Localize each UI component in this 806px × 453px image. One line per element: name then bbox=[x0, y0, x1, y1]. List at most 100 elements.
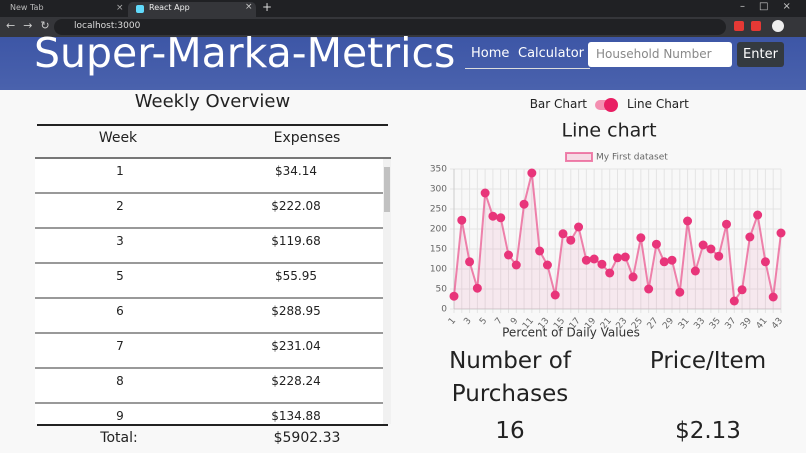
y-tick-label: 50 bbox=[436, 285, 448, 295]
table-row: 1 $34.14 bbox=[35, 159, 383, 194]
point bbox=[722, 219, 731, 229]
scroll-thumb[interactable] bbox=[384, 167, 390, 212]
toggle-knob[interactable] bbox=[604, 98, 618, 112]
point bbox=[745, 232, 755, 242]
x-tick-label: 39 bbox=[739, 316, 754, 331]
y-tick-label: 150 bbox=[430, 245, 447, 255]
tab-bar: New Tab × React App × + –□× bbox=[0, 0, 806, 17]
week-cell: 8 bbox=[116, 374, 124, 388]
stat-value: $2.13 bbox=[675, 418, 741, 444]
point bbox=[698, 240, 708, 250]
x-tick-label: 3 bbox=[462, 316, 473, 327]
tab-close[interactable]: × bbox=[245, 2, 253, 12]
point bbox=[760, 257, 770, 267]
chart-title: Line chart bbox=[561, 120, 656, 142]
point bbox=[480, 188, 490, 198]
point bbox=[706, 244, 716, 254]
point bbox=[776, 228, 786, 238]
x-tick-label: 41 bbox=[755, 316, 770, 331]
scrollbar[interactable] bbox=[383, 159, 391, 424]
table-row: 8 $228.24 bbox=[35, 369, 383, 404]
week-cell: 6 bbox=[116, 304, 124, 318]
nav-link[interactable]: Home bbox=[465, 46, 516, 69]
point bbox=[620, 252, 630, 262]
point bbox=[651, 239, 661, 249]
point bbox=[589, 254, 599, 264]
extension[interactable] bbox=[751, 21, 761, 31]
tab[interactable]: New Tab bbox=[10, 3, 44, 12]
area bbox=[454, 173, 781, 309]
column-header: Expenses bbox=[273, 130, 341, 146]
window-controls[interactable]: –□× bbox=[740, 1, 805, 12]
table-row: 6 $288.95 bbox=[35, 299, 383, 334]
point bbox=[504, 250, 513, 260]
url-field[interactable]: localhost:3000 bbox=[54, 19, 726, 35]
x-tick-label: 1 bbox=[447, 316, 458, 327]
stat-label: Number of Purchases bbox=[449, 348, 571, 407]
x-tick-label: 27 bbox=[646, 316, 661, 331]
table-row: 3 $119.68 bbox=[35, 229, 383, 264]
x-tick-label: 5 bbox=[478, 316, 489, 327]
favicon bbox=[136, 5, 144, 13]
y-tick-label: 250 bbox=[430, 205, 447, 215]
legend-swatch bbox=[565, 152, 593, 162]
point bbox=[527, 168, 537, 178]
table-row: 5 $55.95 bbox=[35, 264, 383, 299]
point bbox=[675, 287, 685, 297]
point bbox=[574, 222, 584, 232]
enter-button[interactable]: Enter bbox=[737, 42, 784, 67]
point bbox=[636, 233, 646, 243]
point bbox=[488, 211, 498, 221]
y-tick-label: 300 bbox=[430, 185, 447, 195]
table-body[interactable]: 1 $34.14 2 $222.08 3 $119.68 5 $55.95 6 $288.95 7 $… bbox=[0, 159, 391, 424]
week-cell: 1 bbox=[116, 164, 124, 178]
profile[interactable] bbox=[772, 20, 784, 32]
point bbox=[597, 259, 607, 269]
y-tick-label: 100 bbox=[430, 265, 447, 275]
week-cell: 7 bbox=[116, 339, 124, 353]
week-cell: 3 bbox=[116, 234, 124, 248]
app-title: Super-Marka-Metrics bbox=[34, 29, 456, 77]
stat-label: Price/Item bbox=[649, 348, 767, 374]
point bbox=[714, 251, 724, 261]
week-cell: 2 bbox=[116, 199, 124, 213]
y-tick-label: 0 bbox=[441, 305, 447, 315]
x-tick-label: 29 bbox=[661, 316, 676, 331]
point bbox=[659, 257, 669, 267]
app-header: Super-Marka-Metrics Home Calculator Hous… bbox=[0, 29, 806, 90]
point bbox=[465, 257, 475, 267]
expense-cell: $119.68 bbox=[271, 234, 321, 248]
table-row: 7 $231.04 bbox=[35, 334, 383, 369]
x-tick-label: 37 bbox=[723, 316, 738, 331]
line-chart: Line chart Percent of Daily Values 0 50 10… bbox=[430, 120, 786, 340]
point bbox=[753, 210, 763, 220]
point bbox=[581, 255, 591, 265]
nav-buttons[interactable]: ←→↻ bbox=[6, 19, 58, 32]
legend-label: My First dataset bbox=[596, 153, 668, 163]
tab-close[interactable]: × bbox=[116, 3, 124, 13]
table-rule bbox=[35, 157, 391, 159]
active-tab[interactable]: React App × bbox=[128, 2, 256, 17]
expense-cell: $34.14 bbox=[275, 164, 317, 178]
x-tick-label: 9 bbox=[509, 316, 521, 327]
toggle-switch[interactable] bbox=[595, 98, 618, 112]
point bbox=[449, 291, 459, 301]
expense-cell: $55.95 bbox=[275, 269, 317, 283]
table-row: 9 $134.88 bbox=[35, 404, 383, 424]
point bbox=[737, 285, 747, 295]
x-tick-label: 35 bbox=[708, 316, 723, 331]
point bbox=[496, 213, 506, 223]
expense-cell: $134.88 bbox=[271, 409, 321, 423]
x-tick-label: 43 bbox=[770, 316, 785, 331]
extension[interactable] bbox=[734, 21, 744, 31]
column-header: Week bbox=[98, 130, 138, 146]
toggle-label: Line Chart bbox=[627, 97, 689, 111]
household-input[interactable]: Household Number bbox=[588, 42, 732, 67]
nav-link[interactable]: Calculator bbox=[512, 46, 591, 69]
new-tab[interactable]: + bbox=[262, 0, 273, 14]
x-axis-label: Percent of Daily Values bbox=[502, 326, 640, 340]
total-value: $5902.33 bbox=[273, 430, 341, 446]
tab-title: React App bbox=[149, 3, 190, 12]
point bbox=[558, 229, 568, 239]
